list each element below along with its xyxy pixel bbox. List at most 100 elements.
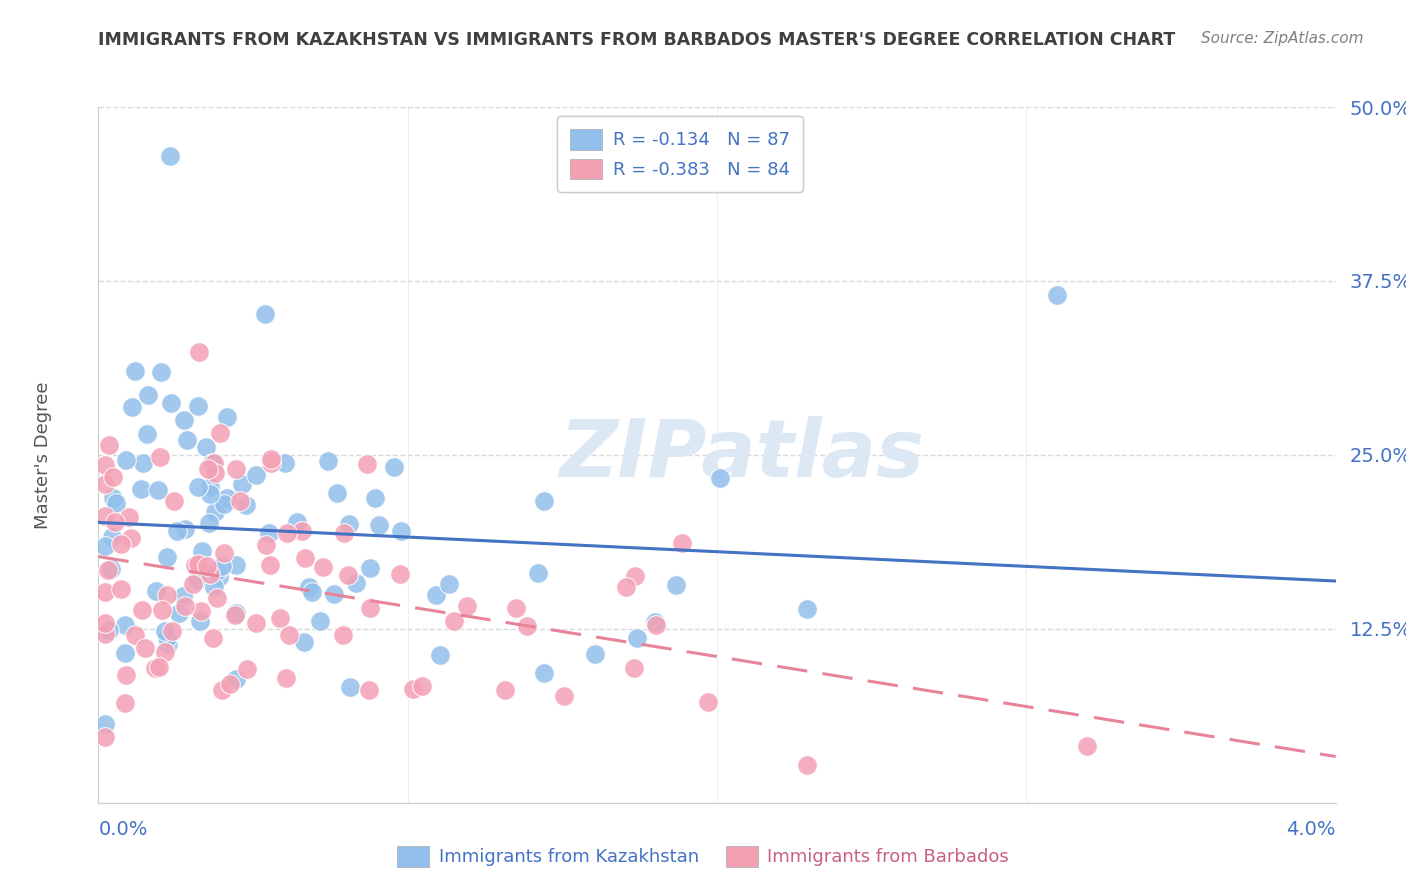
Point [211,682,233,697]
Point [114,618,136,632]
Legend: R = -0.134   N = 87, R = -0.383   N = 84: R = -0.134 N = 87, R = -0.383 N = 84 [557,116,803,192]
Point [308,615,330,629]
Point [104,515,127,529]
Point [624,569,647,583]
Point [217,409,239,424]
Point [389,566,412,581]
Point [197,516,219,530]
Point [93,476,115,491]
Point [231,477,253,491]
Point [301,585,323,599]
Point [215,491,238,505]
Point [364,491,387,506]
Point [132,456,155,470]
Point [114,696,136,710]
Point [156,588,179,602]
Point [245,467,267,482]
Point [236,662,259,676]
Point [136,387,159,401]
Point [205,591,228,605]
Text: 0.0%: 0.0% [98,821,148,839]
Point [211,559,233,574]
Point [796,602,818,616]
Point [124,628,146,642]
Point [697,695,720,709]
Point [402,682,425,697]
Point [337,567,360,582]
Point [359,560,381,574]
Point [323,587,346,601]
Point [644,615,666,630]
Point [553,689,575,703]
Point [94,458,117,472]
Point [495,683,517,698]
Point [114,646,136,660]
Point [187,400,209,414]
Point [204,505,226,519]
Point [429,648,451,663]
Point [332,628,354,642]
Point [188,614,211,628]
Text: IMMIGRANTS FROM KAZAKHSTAN VS IMMIGRANTS FROM BARBADOS MASTER'S DEGREE CORRELATI: IMMIGRANTS FROM KAZAKHSTAN VS IMMIGRANTS… [98,31,1175,49]
Point [245,615,267,630]
Point [186,573,208,587]
Point [339,680,361,694]
Point [516,619,538,633]
Point [326,486,349,500]
Point [437,577,460,591]
Point [131,602,153,616]
Point [225,558,247,572]
Point [1046,288,1069,302]
Point [143,661,166,675]
Point [292,634,315,648]
Point [160,396,183,410]
Point [533,666,555,681]
Point [229,493,252,508]
Point [124,363,146,377]
Point [134,641,156,656]
Point [183,576,205,591]
Point [665,578,688,592]
Point [269,610,291,624]
Point [93,585,115,599]
Point [212,496,235,510]
Point [156,631,179,645]
Point [197,461,219,475]
Point [368,518,391,533]
Point [208,426,231,441]
Point [110,582,132,596]
Point [443,614,465,628]
Point [167,606,190,620]
Point [97,624,120,638]
Point [166,524,188,539]
Point [382,459,405,474]
Point [149,450,172,464]
Point [93,717,115,731]
Point [118,509,141,524]
Point [294,551,316,566]
Text: 4.0%: 4.0% [1286,821,1336,839]
Point [235,498,257,512]
Point [101,491,124,505]
Point [114,667,136,681]
Point [190,604,212,618]
Point [359,600,381,615]
Point [254,538,277,552]
Point [153,624,176,638]
Point [120,531,142,545]
Point [260,456,283,470]
Point [709,471,731,485]
Point [626,631,648,645]
Point [187,557,209,571]
Point [148,660,170,674]
Point [148,483,170,498]
Point [97,438,120,452]
Text: Master's Degree: Master's Degree [34,381,52,529]
Point [274,456,297,470]
Point [156,550,179,565]
Point [153,645,176,659]
Point [93,508,115,523]
Point [159,149,181,163]
Point [214,546,236,560]
Point [202,580,225,594]
